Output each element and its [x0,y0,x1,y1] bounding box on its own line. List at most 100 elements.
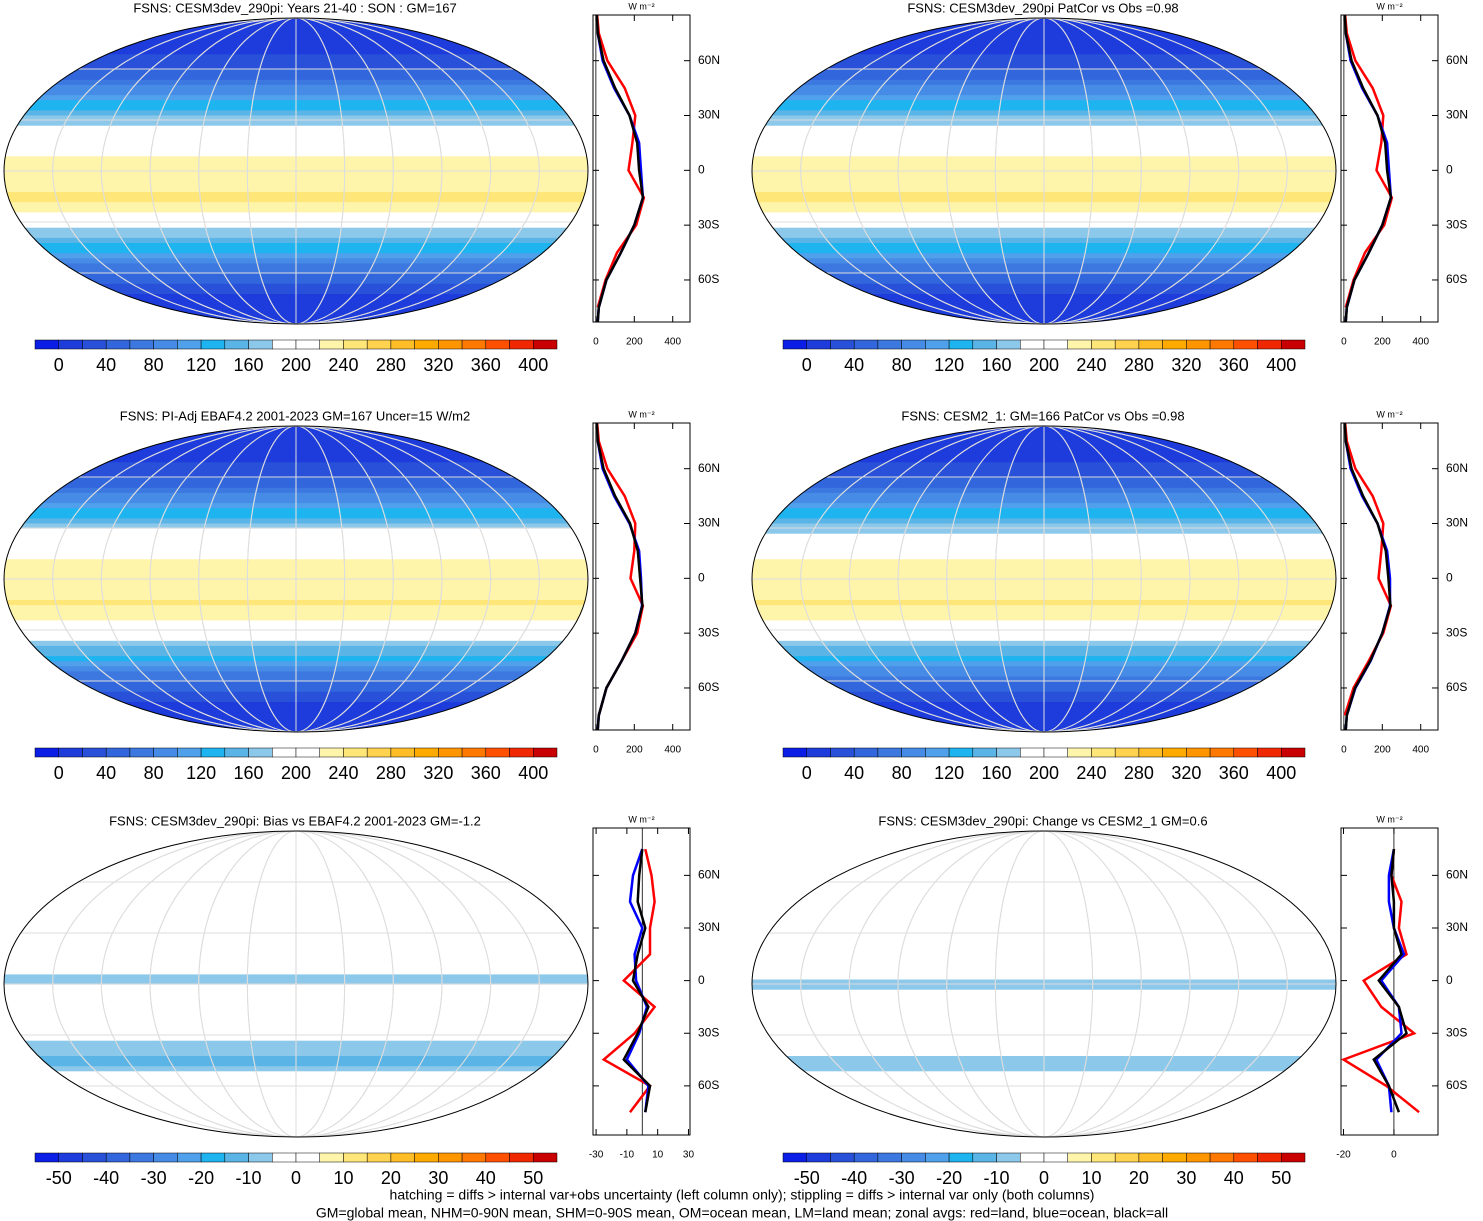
colorbar-box [901,1152,926,1163]
colorbar-box [877,747,902,758]
profile-line [601,848,657,1113]
profile-frame [592,827,691,1136]
colorbar-label: 80 [144,763,164,783]
panel: FSNS: CESM3dev_290pi: Bias vs EBAF4.2 20… [3,813,720,1188]
colorbar-box [461,747,487,758]
colorbar-label: 320 [1171,355,1201,375]
colorbar-box [1091,747,1116,758]
colorbar-box [414,339,439,350]
panel-title: FSNS: PI-Adj EBAF4.2 2001-2023 GM=167 Un… [120,408,470,423]
colorbar-box [414,747,439,758]
colorbar-box [34,747,59,758]
colorbar-label: 40 [96,355,116,375]
profile-unit: W m⁻² [628,814,654,824]
colorbar-box [1233,1152,1258,1163]
x-tick-label: -30 [589,1150,604,1161]
y-tick-label: 60S [1446,272,1467,286]
colorbar-box [414,1152,439,1163]
colorbar-box [343,339,368,350]
colorbar-box [129,747,154,758]
colorbar-label: -20 [936,1168,962,1188]
colorbar-box [200,339,226,350]
colorbar-box [806,1152,831,1163]
colorbar-box [224,1152,249,1163]
colorbar-box [533,747,558,758]
y-tick-label: 60S [1446,680,1467,694]
colorbar-box [129,1152,154,1163]
colorbar-box [272,339,297,350]
footer-note: hatching = diffs > internal var+obs unce… [390,1187,1095,1203]
colorbar-box [485,1152,510,1163]
x-tick-label: 200 [1374,745,1391,756]
colorbar-box [948,747,974,758]
profile-line [1343,15,1394,308]
colorbar-label: 80 [144,355,164,375]
y-tick-label: 60N [1446,53,1468,67]
colorbar-box [853,1152,879,1163]
colorbar-box [782,1152,807,1163]
colorbar-label: 160 [982,355,1012,375]
colorbar-label: -10 [984,1168,1010,1188]
x-tick-label: 400 [664,745,681,756]
colorbar-box [509,339,534,350]
colorbar-box [1091,339,1116,350]
y-tick-label: 60N [1446,868,1468,882]
colorbar-label: 10 [1081,1168,1101,1188]
colorbar-label: 80 [892,763,912,783]
colorbar-label: 360 [471,355,501,375]
colorbar-box [1233,339,1258,350]
y-tick-label: 30S [1446,217,1467,231]
colorbar-label: 360 [1219,763,1249,783]
colorbar-box [248,339,273,350]
x-tick-label: -10 [620,1150,635,1161]
map [4,426,588,732]
profile-frame [1340,422,1439,731]
y-tick-label: 60N [698,461,720,475]
colorbar-box [105,339,131,350]
colorbar-label: 40 [476,1168,496,1188]
colorbar-box [806,747,831,758]
colorbar-label: 0 [802,355,812,375]
x-tick-label: 200 [626,745,643,756]
colorbar-box [129,339,154,350]
colorbar-box [1209,1152,1235,1163]
colorbar-box [319,339,344,350]
colorbar-box [295,339,320,350]
colorbar-label: 120 [186,355,216,375]
colorbar-box [1043,747,1068,758]
colorbar-box [1020,339,1045,350]
colorbar-box [925,747,950,758]
colorbar-label: -40 [93,1168,119,1188]
colorbar-label: 160 [234,763,264,783]
colorbar-label: 240 [1076,763,1106,783]
profile-line [1372,848,1408,1113]
footer-note: GM=global mean, NHM=0-90N mean, SHM=0-90… [316,1205,1168,1221]
colorbar-box [996,339,1021,350]
colorbar-box [177,339,202,350]
colorbar-box [806,339,831,350]
colorbar-box [1043,339,1068,350]
x-tick-label: 0 [1341,337,1347,348]
colorbar-label: 40 [844,763,864,783]
y-tick-label: 30S [698,217,719,231]
colorbar-box [1020,1152,1045,1163]
colorbar-label: 200 [1029,355,1059,375]
colorbar-box [853,747,879,758]
y-tick-label: 30N [698,108,720,122]
colorbar-box [1162,339,1187,350]
colorbar-label: -30 [889,1168,915,1188]
profile-line [595,423,644,730]
colorbar-box [853,339,879,350]
colorbar-box [343,1152,368,1163]
x-tick-label: 400 [1412,337,1429,348]
profile-unit: W m⁻² [1376,409,1402,419]
colorbar-box [509,1152,534,1163]
colorbar-box [319,747,344,758]
colorbar-label: 40 [96,763,116,783]
colorbar-box [105,1152,131,1163]
colorbar-box [533,339,558,350]
colorbar-box [461,1152,487,1163]
colorbar-box [972,1152,997,1163]
map [752,831,1336,1137]
colorbar-label: 240 [328,355,358,375]
